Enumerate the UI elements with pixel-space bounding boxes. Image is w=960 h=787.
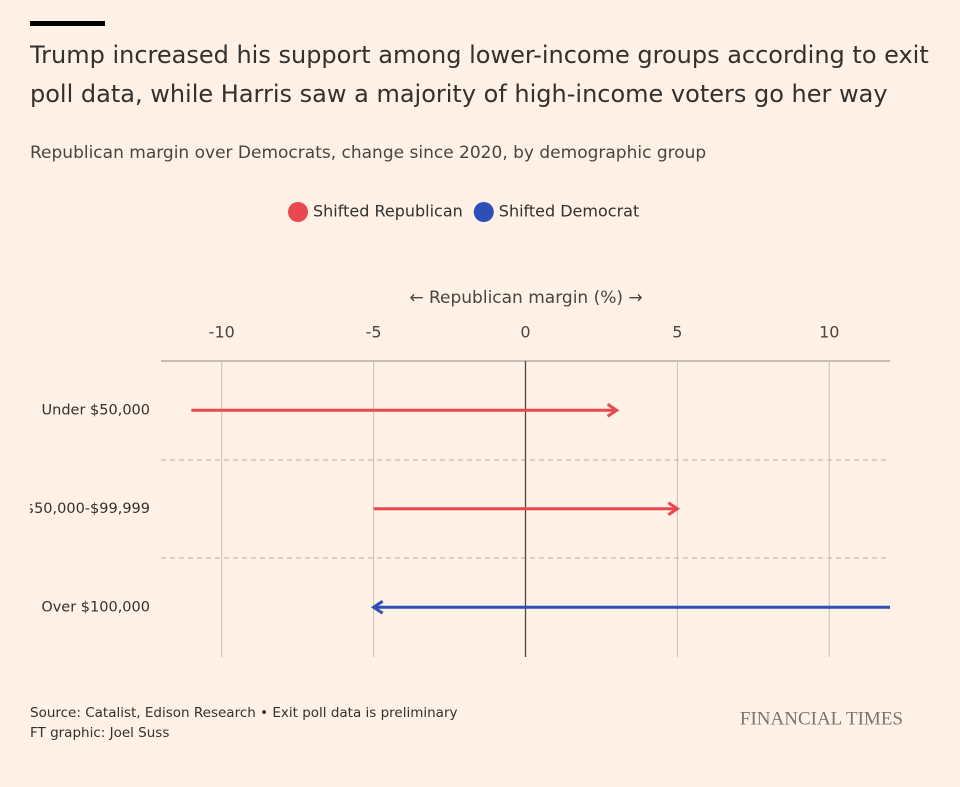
arrow-head <box>370 600 384 615</box>
subtitle: Republican margin over Democrats, change… <box>30 143 706 163</box>
legend-swatch <box>288 202 308 222</box>
x-tick-label: -5 <box>366 323 382 342</box>
arrow <box>191 403 620 418</box>
credit: FT graphic: Joel Suss <box>30 725 169 741</box>
source: Source: Catalist, Edison Research • Exit… <box>30 705 458 721</box>
title-box: Trump increased his support among lower-… <box>30 41 929 108</box>
category-labels: Under $50,000 $50,000-$99,999 Over $100,00… <box>25 402 150 615</box>
x-axis-label: ← Republican margin (%) → <box>409 288 642 308</box>
y-tick-label: Over $100,000 <box>41 599 150 615</box>
arrow <box>370 600 890 615</box>
top-bar <box>30 21 105 26</box>
y-tick-label: $50,000-$99,999 <box>25 501 150 517</box>
y-tick-label: Under $50,000 <box>42 402 150 418</box>
x-tick-label: 10 <box>819 323 839 342</box>
x-tick-label: -10 <box>209 323 235 342</box>
arrow-head <box>667 501 681 516</box>
brand-logo: FINANCIAL TIMES <box>740 708 903 729</box>
arrow-head <box>606 403 620 418</box>
legend-label: Shifted Republican <box>313 202 463 221</box>
chart-title: Trump increased his support among lower-… <box>30 41 929 108</box>
x-tick-label: 0 <box>520 323 530 342</box>
arrow <box>373 501 681 516</box>
legend-label: Shifted Democrat <box>499 202 639 221</box>
x-tick-label: 5 <box>672 323 682 342</box>
legend-swatch <box>473 202 494 222</box>
